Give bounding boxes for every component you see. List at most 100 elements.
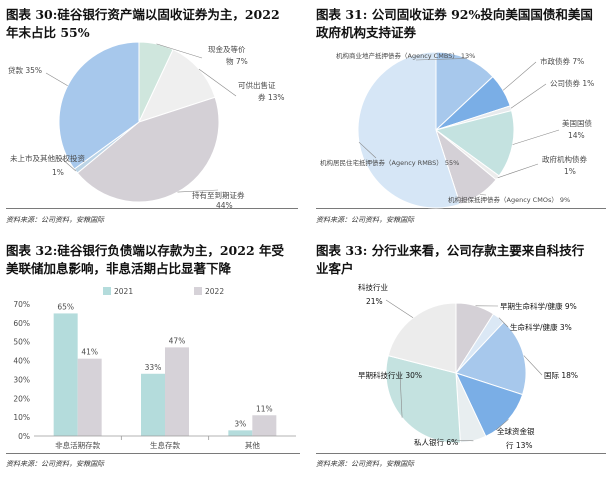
leader-line bbox=[512, 129, 560, 145]
legend-label-2022: 2022 bbox=[205, 287, 224, 296]
leader-line bbox=[399, 373, 403, 418]
divider bbox=[316, 453, 606, 454]
x-tick-label: 生息存款 bbox=[150, 440, 180, 450]
leader-line bbox=[358, 141, 377, 159]
slice-label-cash-pct: 物 7% bbox=[226, 56, 248, 66]
leader-line bbox=[415, 58, 468, 61]
slice-label-treasury: 美国国债 bbox=[562, 118, 592, 128]
slice-label-tech-pct: 21% bbox=[366, 297, 383, 306]
slice-label-agency-pct: 1% bbox=[564, 167, 576, 176]
leader-line bbox=[385, 299, 414, 318]
pie-slice bbox=[58, 41, 140, 170]
bar bbox=[77, 358, 102, 436]
slice-label-agency: 政府机构债券 bbox=[542, 154, 587, 164]
bar bbox=[252, 415, 277, 436]
slice-label-equity: 未上市及其他股权投资 bbox=[10, 153, 85, 163]
pie-slices bbox=[357, 51, 515, 209]
leader-line bbox=[502, 61, 537, 91]
chart-title-line2: 业客户 bbox=[316, 261, 354, 276]
leader-line bbox=[498, 317, 509, 328]
y-axis: 0% 10% 20% 30% 40% 50% 60% 70% bbox=[13, 300, 30, 441]
slice-label-tech: 科技行业 bbox=[358, 282, 388, 292]
pie-leaders bbox=[45, 43, 237, 193]
bar-chart: 2021 2022 0% 10% 20% 30% 40% 50% 60% 70% 65% 41%… bbox=[13, 287, 296, 450]
chart-title-line1: 图表 32:硅谷银行负债端以存款为主，2022 年受 bbox=[6, 243, 285, 258]
leader-line bbox=[45, 72, 68, 86]
legend-swatch-2022 bbox=[194, 287, 202, 295]
chart-title-line2: 美联储加息影响，非息活期占比显著下降 bbox=[6, 261, 232, 276]
pie-slice bbox=[455, 321, 527, 396]
legend-swatch-2021 bbox=[103, 287, 111, 295]
y-tick-label: 10% bbox=[13, 413, 30, 422]
chart-source: 资料来源：公司资料，安粮国际 bbox=[316, 460, 414, 468]
leader-line bbox=[156, 43, 203, 59]
y-tick-label: 40% bbox=[13, 357, 30, 366]
bars: 65% 41% 33% 47% 3% 11% bbox=[53, 302, 277, 436]
divider bbox=[316, 208, 606, 209]
divider bbox=[6, 208, 298, 209]
leader-line bbox=[497, 163, 539, 179]
pie-chart: 早期生命科学/健康 9% 生命科学/健康 3% 国际 18% 全球资金银 行 1… bbox=[358, 282, 578, 450]
y-tick-label: 70% bbox=[13, 300, 30, 309]
slice-label-afs: 可供出售证 bbox=[238, 80, 276, 90]
panel-chart-31: 图表 31: 公司固收证券 92%投向美国国债和美国 政府机构支持证券 资料来源… bbox=[316, 2, 611, 232]
bar bbox=[53, 313, 78, 436]
y-tick-label: 0% bbox=[18, 432, 30, 441]
pie-slices bbox=[58, 41, 220, 203]
slice-label-rmbs: 机构居民住宅抵押债券（Agency RMBS） 55% bbox=[320, 158, 459, 167]
bar-value-label: 47% bbox=[169, 336, 186, 345]
panel-chart-32: 图表 32:硅谷银行负债端以存款为主，2022 年受 美联储加息影响，非息活期占… bbox=[6, 238, 306, 479]
slice-label-cash: 现金及等价 bbox=[208, 44, 246, 54]
bar-value-label: 11% bbox=[256, 404, 273, 413]
bar bbox=[141, 373, 165, 436]
y-tick-label: 20% bbox=[13, 394, 30, 403]
slice-label-cmo: 机构担保抵押债券（Agency CMOs） 9% bbox=[448, 195, 570, 204]
legend: 2021 2022 bbox=[103, 287, 224, 296]
panel-chart-30: 图表 30:硅谷银行资产端以固收证券为主，2022 年末占比 55% 资料来源：… bbox=[6, 2, 301, 232]
leader-line bbox=[177, 189, 219, 193]
slice-label-gfb: 全球资金银 bbox=[497, 426, 535, 436]
chart-title-line1: 图表 30:硅谷银行资产端以固收证券为主，2022 bbox=[6, 7, 280, 22]
chart-source: 资料来源：公司资料，安粮国际 bbox=[6, 460, 104, 468]
y-tick-label: 30% bbox=[13, 375, 30, 384]
bar-value-label: 3% bbox=[234, 419, 246, 428]
chart-title-line1: 图表 33: 分行业来看，公司存款主要来自科技行 bbox=[316, 243, 585, 258]
bar bbox=[228, 430, 253, 436]
pie-chart: 机构商业地产抵押债券（Agency CMBS） 13% 市政债券 7% 公司债券… bbox=[320, 51, 594, 209]
divider bbox=[6, 453, 300, 454]
slice-label-treasury-pct: 14% bbox=[568, 131, 585, 140]
legend-label-2021: 2021 bbox=[114, 287, 133, 296]
slice-label-muni: 市政债券 7% bbox=[540, 56, 584, 66]
bar-value-label: 65% bbox=[57, 302, 74, 311]
chart-title-line1: 图表 31: 公司固收证券 92%投向美国国债和美国 bbox=[316, 7, 593, 22]
leader-line bbox=[495, 419, 509, 431]
slice-label-htm: 持有至到期证券 bbox=[192, 190, 245, 200]
y-tick-label: 60% bbox=[13, 319, 30, 328]
pie-chart: 现金及等价 物 7% 可供出售证 券 13% 持有至到期证券 44% 未上市及其… bbox=[8, 41, 285, 210]
slice-label-life: 生命科学/健康 3% bbox=[510, 322, 572, 332]
bar-value-label: 41% bbox=[81, 348, 98, 357]
x-tick-label: 其他 bbox=[245, 440, 260, 450]
x-tick-label: 非息活期存款 bbox=[55, 440, 100, 450]
slice-label-equity-pct: 1% bbox=[52, 168, 64, 177]
slice-label-intl: 国际 18% bbox=[544, 371, 578, 380]
pie-leaders bbox=[385, 299, 543, 442]
slice-label-htm-pct: 44% bbox=[216, 201, 233, 210]
slice-label-loans: 贷款 35% bbox=[8, 65, 42, 75]
slice-label-early-life: 早期生命科学/健康 9% bbox=[500, 301, 577, 311]
slice-label-afs-pct: 券 13% bbox=[258, 92, 285, 102]
slice-label-gfb-pct: 行 13% bbox=[506, 440, 533, 450]
leader-line bbox=[450, 439, 474, 442]
pie-leaders bbox=[358, 58, 560, 196]
x-axis: 非息活期存款 生息存款 其他 bbox=[34, 435, 296, 450]
leader-line bbox=[479, 194, 487, 196]
bar bbox=[165, 347, 189, 436]
slice-label-corp: 公司债券 1% bbox=[550, 78, 594, 88]
chart-source: 资料来源：公司资料，安粮国际 bbox=[316, 216, 414, 224]
chart-title-line2: 政府机构支持证券 bbox=[316, 25, 417, 40]
chart-title-line2: 年末占比 55% bbox=[6, 25, 90, 40]
panel-chart-33: 图表 33: 分行业来看，公司存款主要来自科技行 业客户 资料来源：公司资料，安… bbox=[316, 238, 611, 479]
y-tick-label: 50% bbox=[13, 338, 30, 347]
slice-label-cmbs: 机构商业地产抵押债券（Agency CMBS） 13% bbox=[336, 51, 475, 60]
pie-slice bbox=[138, 48, 216, 123]
